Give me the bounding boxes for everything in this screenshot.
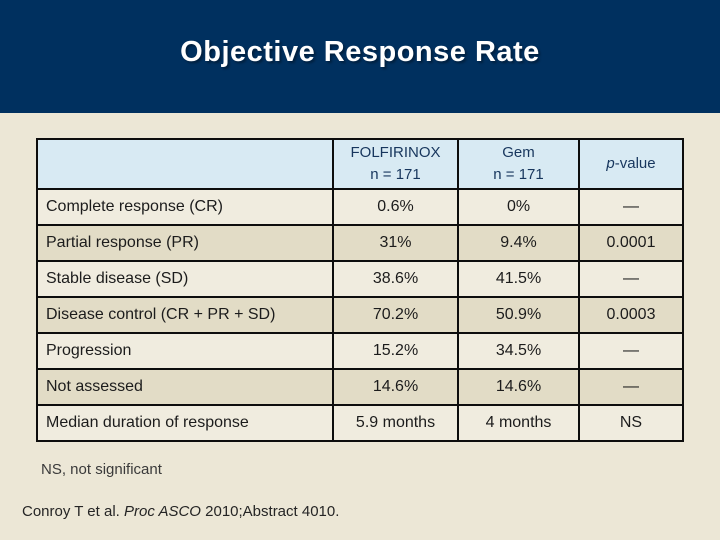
response-rate-table: FOLFIRINOX n = 171 Gem n = 171 p-value C… xyxy=(36,138,684,442)
p-value: 0.0003 xyxy=(578,296,684,334)
p-value: — xyxy=(578,260,684,298)
gem-value: 34.5% xyxy=(457,332,580,370)
folfirinox-value: 14.6% xyxy=(332,368,459,406)
p-value-column-header: p-value xyxy=(578,138,684,190)
gem-value: 50.9% xyxy=(457,296,580,334)
row-label: Partial response (PR) xyxy=(36,224,334,262)
citation: Conroy T et al. Proc ASCO 2010;Abstract … xyxy=(22,503,339,520)
p-value: — xyxy=(578,368,684,406)
title-banner: Objective Response Rate xyxy=(0,0,720,113)
folfirinox-n: n = 171 xyxy=(370,166,421,183)
p-value-label: -value xyxy=(614,155,656,173)
gem-value: 14.6% xyxy=(457,368,580,406)
citation-journal: Proc ASCO xyxy=(124,503,201,520)
folfirinox-value: 31% xyxy=(332,224,459,262)
row-label: Disease control (CR + PR + SD) xyxy=(36,296,334,334)
folfirinox-value: 38.6% xyxy=(332,260,459,298)
corner-header-cell xyxy=(36,138,334,190)
p-value: — xyxy=(578,188,684,226)
gem-value: 9.4% xyxy=(457,224,580,262)
folfirinox-value: 15.2% xyxy=(332,332,459,370)
row-label: Complete response (CR) xyxy=(36,188,334,226)
table-row: Progression 15.2% 34.5% — xyxy=(36,332,684,370)
citation-suffix: 2010;Abstract 4010. xyxy=(200,503,340,520)
gem-value: 4 months xyxy=(457,404,580,442)
gem-label: Gem xyxy=(502,144,535,162)
row-label: Progression xyxy=(36,332,334,370)
p-symbol: p xyxy=(606,155,615,173)
table-row: Median duration of response 5.9 months 4… xyxy=(36,404,684,442)
table-row: Stable disease (SD) 38.6% 41.5% — xyxy=(36,260,684,298)
row-label: Not assessed xyxy=(36,368,334,406)
gem-n: n = 171 xyxy=(493,166,544,183)
folfirinox-value: 5.9 months xyxy=(332,404,459,442)
footnote-ns: NS, not significant xyxy=(41,461,162,478)
folfirinox-column-header: FOLFIRINOX n = 171 xyxy=(332,138,459,190)
table-row: Complete response (CR) 0.6% 0% — xyxy=(36,188,684,226)
gem-value: 41.5% xyxy=(457,260,580,298)
table-row: Not assessed 14.6% 14.6% — xyxy=(36,368,684,406)
table-row: Disease control (CR + PR + SD) 70.2% 50.… xyxy=(36,296,684,334)
p-value: — xyxy=(578,332,684,370)
folfirinox-value: 0.6% xyxy=(332,188,459,226)
p-value: NS xyxy=(578,404,684,442)
folfirinox-label: FOLFIRINOX xyxy=(350,144,441,162)
row-label: Median duration of response xyxy=(36,404,334,442)
table-header-row: FOLFIRINOX n = 171 Gem n = 171 p-value xyxy=(36,138,684,190)
citation-prefix: Conroy T et al. xyxy=(22,503,124,520)
p-value: 0.0001 xyxy=(578,224,684,262)
gem-column-header: Gem n = 171 xyxy=(457,138,580,190)
page-title: Objective Response Rate xyxy=(180,36,540,68)
table-row: Partial response (PR) 31% 9.4% 0.0001 xyxy=(36,224,684,262)
gem-value: 0% xyxy=(457,188,580,226)
row-label: Stable disease (SD) xyxy=(36,260,334,298)
folfirinox-value: 70.2% xyxy=(332,296,459,334)
